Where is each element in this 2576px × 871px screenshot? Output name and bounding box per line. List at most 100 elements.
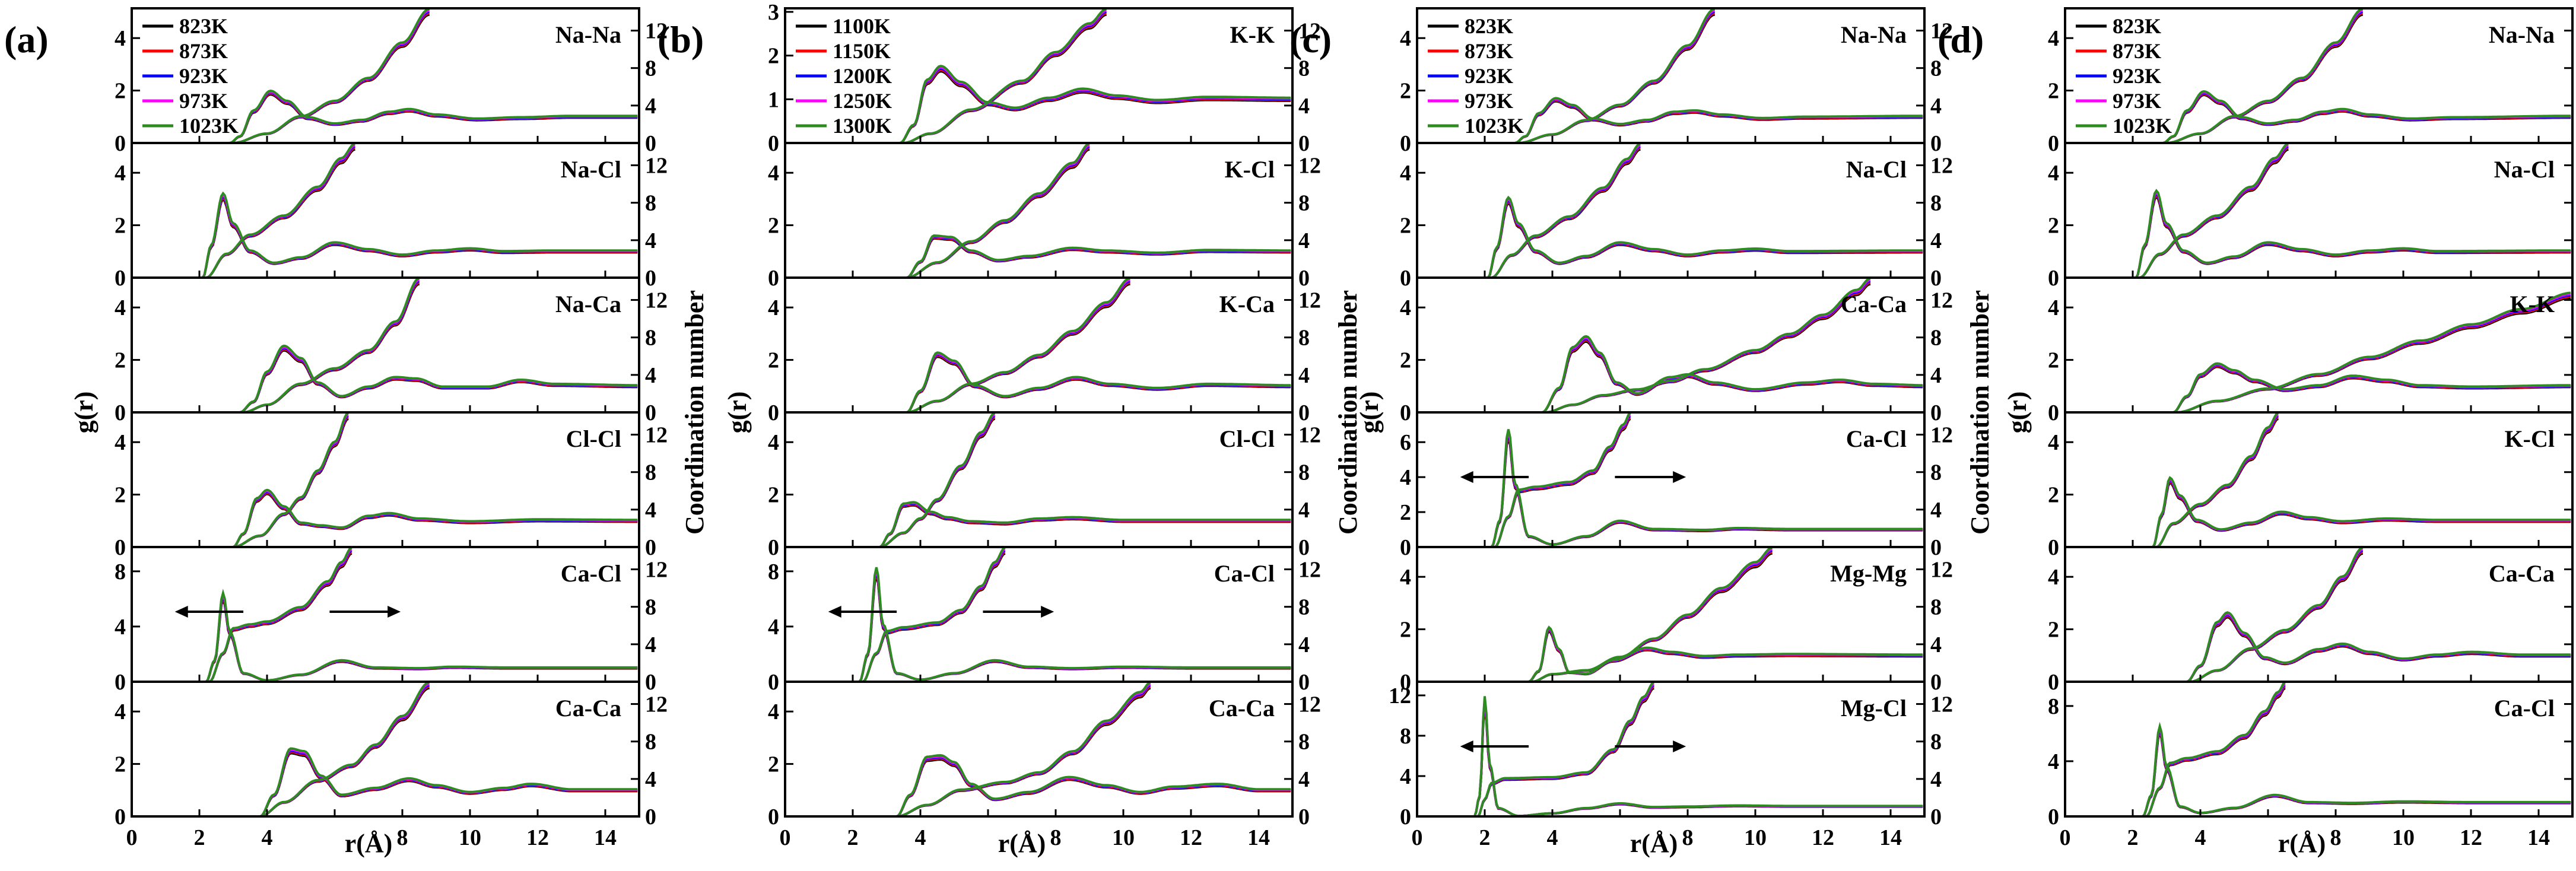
gr-curve-2	[785, 571, 1291, 682]
cn-curve-3	[2065, 144, 2289, 278]
x-axis-title: r(Å)	[998, 829, 1046, 858]
y2-tick-label: 4	[645, 228, 656, 253]
cn-curve-3	[132, 682, 430, 816]
cn-curve-1	[1417, 147, 1641, 278]
right-arrow-head-icon	[1041, 605, 1054, 618]
y-tick-label: 4	[115, 700, 126, 724]
y-axis-title: g(r)	[69, 392, 99, 434]
y2-axis-title: Coordination number	[1965, 290, 1994, 535]
cn-curve-4	[1417, 412, 1631, 547]
x-tick-label: 12	[2460, 825, 2482, 850]
y2-tick-label: 4	[1930, 767, 1942, 792]
y-tick-label: 0	[1400, 400, 1411, 425]
y-tick-label: 0	[768, 670, 779, 695]
cn-curve-4	[2065, 291, 2571, 412]
y2-tick-label: 4	[1930, 228, 1942, 253]
subplot-frame	[2064, 276, 2574, 414]
pair-label: Mg-Cl	[1841, 695, 1907, 721]
cn-curve-2	[2065, 11, 2363, 143]
x-tick-label: 4	[915, 825, 926, 850]
y2-tick-label: 4	[645, 363, 656, 388]
cn-curve-0	[1417, 13, 1715, 143]
y-tick-label: 8	[768, 560, 779, 584]
y2-tick-label: 8	[645, 56, 656, 81]
cn-curve-3	[132, 144, 355, 278]
legend-label: 1023K	[2113, 114, 2172, 138]
pair-label: Ca-Cl	[1846, 425, 1907, 452]
y-tick-label: 0	[2048, 535, 2059, 560]
y-axis-title: g(r)	[2003, 392, 2032, 434]
y2-tick-label: 8	[1930, 595, 1942, 620]
cn-curve-0	[2065, 148, 2289, 278]
y-tick-label: 2	[2048, 214, 2059, 239]
y2-tick-label: 8	[1298, 56, 1310, 81]
gr-curve-0	[785, 237, 1291, 278]
y-tick-label: 8	[115, 560, 126, 584]
legend-label: 1023K	[1465, 114, 1524, 138]
cn-curve-1	[2065, 147, 2289, 278]
y-tick-label: 2	[115, 348, 126, 373]
y2-tick-label: 0	[1298, 805, 1310, 829]
subplot-k-ca: 0 2 4 0 4 8 12 K-Ca	[768, 276, 1321, 425]
subplot-ca-cl: 0 4 8 0 4 8 12 Ca-Cl	[768, 546, 1321, 695]
y-tick-label: 2	[115, 79, 126, 104]
right-arrow-head-icon	[1673, 740, 1686, 752]
curves	[785, 8, 1291, 143]
cn-curve-4	[785, 547, 1006, 682]
legend-label: 1300K	[833, 114, 892, 138]
pair-label: Na-Cl	[561, 156, 621, 183]
pair-label: Ca-Cl	[1214, 560, 1275, 587]
cn-curve-4	[785, 412, 996, 547]
subplot-frame	[131, 681, 640, 818]
y2-tick-label: 0	[1930, 535, 1942, 560]
cn-curve-4	[132, 278, 420, 412]
subplot-frame	[2064, 681, 2574, 818]
cn-curve-1	[785, 416, 996, 547]
cn-curve-1	[132, 685, 430, 816]
y-tick-label: 0	[115, 670, 126, 695]
right-arrow-head-icon	[387, 605, 401, 618]
y2-tick-label: 12	[645, 154, 668, 179]
x-tick-label: 2	[194, 825, 205, 850]
curves	[2065, 547, 2571, 682]
left-arrow-head-icon	[174, 605, 188, 618]
y2-tick-label: 4	[1930, 498, 1942, 523]
cn-curve-4	[2065, 682, 2286, 816]
curves	[2065, 143, 2571, 278]
gr-curve-0	[132, 752, 638, 816]
cn-curve-0	[132, 686, 430, 816]
subplot-frame	[131, 411, 640, 548]
y-axis-title: g(r)	[1355, 392, 1384, 434]
subplot-na-ca: 0 2 4 0 4 8 12 Na-Ca	[115, 276, 668, 425]
curves	[1417, 682, 1923, 816]
y-tick-label: 8	[2048, 694, 2059, 719]
curves	[1417, 8, 1923, 143]
y-tick-label: 0	[2048, 400, 2059, 425]
curves	[785, 143, 1291, 278]
x-tick-label: 2	[847, 825, 859, 850]
gr-curve-1	[785, 503, 1291, 547]
y2-tick-label: 12	[1298, 288, 1321, 313]
gr-curve-3	[2065, 477, 2571, 547]
x-tick-label: 12	[526, 825, 549, 850]
curves	[1417, 412, 1923, 547]
y2-tick-label: 8	[645, 326, 656, 351]
y2-tick-label: 0	[645, 535, 656, 560]
gr-curve-3	[2065, 612, 2571, 682]
pair-label: Ca-Ca	[555, 695, 621, 721]
cn-curve-4	[132, 143, 355, 278]
gr-curve-4	[132, 90, 638, 143]
x-tick-label: 10	[459, 825, 481, 850]
cn-curve-0	[2065, 13, 2363, 143]
gr-curve-4	[2065, 90, 2571, 143]
y-tick-label: 0	[1400, 805, 1411, 829]
y-tick-label: 0	[115, 400, 126, 425]
x-axis-title: r(Å)	[345, 829, 393, 858]
subplot-frame	[2064, 411, 2574, 548]
y-tick-label: 2	[1400, 214, 1411, 239]
curves	[785, 278, 1291, 412]
x-tick-label: 10	[1112, 825, 1135, 850]
gr-curve-4	[132, 488, 638, 547]
y2-tick-label: 8	[645, 730, 656, 755]
cn-curve-0	[132, 148, 355, 278]
